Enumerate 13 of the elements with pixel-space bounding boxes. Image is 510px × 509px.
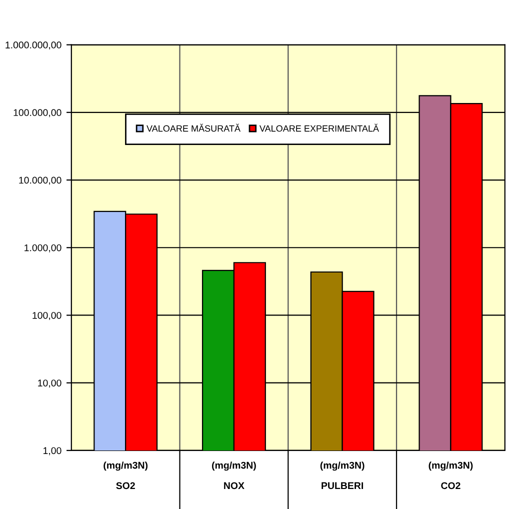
legend-label: VALOARE MĂSURATĂ: [146, 124, 240, 132]
legend-label: VALOARE EXPERIMENTALĂ: [259, 124, 380, 132]
y-tick-label: 10.000,00: [19, 176, 62, 185]
x-tick-label: (mg/m3N) CO2: [428, 462, 473, 490]
y-tick-label: 1.000.000,00: [6, 42, 62, 50]
x-tick-label: (mg/m3N) SO2: [104, 462, 148, 490]
x-tick-label: (mg/m3N) PULBERI: [320, 462, 364, 490]
y-tick-label: 100,00: [32, 312, 62, 320]
y-tick-label: 1.000,00: [24, 244, 62, 252]
y-tick-label: 100.000,00: [14, 109, 62, 118]
x-tick-label: (mg/m3N) NOX: [212, 462, 256, 490]
y-tick-label: 10,00: [38, 380, 62, 388]
y-tick-label: 1,00: [44, 447, 62, 456]
